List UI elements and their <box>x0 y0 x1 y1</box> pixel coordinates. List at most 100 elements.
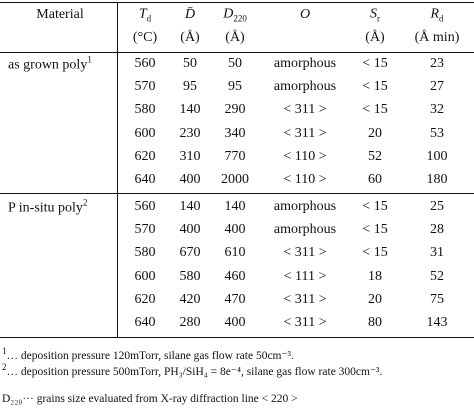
footnote-marker: D₂₂₀ <box>2 393 23 405</box>
cell: 640 <box>134 315 156 330</box>
cell: 31 <box>430 245 444 261</box>
group-note: 1 <box>87 54 92 65</box>
cell: 620 <box>134 148 156 164</box>
cell: amorphous <box>273 222 337 238</box>
cell: 75 <box>430 291 444 307</box>
cell: < 311 > <box>283 102 327 118</box>
cell: 560 <box>134 199 156 214</box>
cell: amorphous <box>273 199 337 214</box>
header-cell: Material <box>36 7 83 23</box>
footnote: 1… deposition pressure 120mTorr, silane … <box>2 343 470 364</box>
cell: 23 <box>430 56 444 71</box>
cell: 400 <box>224 315 246 330</box>
cell: 570 <box>134 222 156 238</box>
cell: 53 <box>430 125 444 141</box>
cell: < 311 > <box>283 125 327 141</box>
rule <box>0 337 474 338</box>
header-cell: Td <box>139 7 151 24</box>
cell: < 15 <box>362 199 388 214</box>
group-label: P in-situ poly2 <box>8 198 87 217</box>
cell: 600 <box>134 125 156 141</box>
cell: 50 <box>228 56 242 71</box>
cell: 28 <box>430 222 444 238</box>
cell: < 15 <box>362 222 388 238</box>
cell: 460 <box>224 268 246 284</box>
footnote-text: … deposition pressure 120mTorr, silane g… <box>6 349 294 362</box>
cell: 32 <box>430 102 444 118</box>
cell: 470 <box>224 291 246 307</box>
cell: 580 <box>179 268 201 284</box>
header-symbol: R <box>430 6 440 22</box>
cell: 420 <box>179 291 201 307</box>
cell: 52 <box>430 268 444 284</box>
cell: < 15 <box>362 102 388 118</box>
cell: 230 <box>179 125 201 141</box>
cell: 670 <box>179 245 201 261</box>
cell: 280 <box>179 315 201 330</box>
cell: 143 <box>426 315 448 330</box>
header-symbol: S <box>370 6 377 22</box>
cell: < 15 <box>362 56 388 71</box>
header-cell: D220 <box>223 7 247 24</box>
header-cell: Rd <box>430 7 443 24</box>
group-note: 2 <box>82 197 88 208</box>
header-cell: O <box>300 7 310 23</box>
cell: 18 <box>368 268 382 284</box>
header-symbol: D̄ <box>184 7 196 22</box>
cell: 400 <box>179 222 201 238</box>
cell: 580 <box>134 102 156 118</box>
cell: 140 <box>224 199 246 214</box>
cell: 95 <box>228 79 242 95</box>
footnote-marker: 2 <box>2 362 7 372</box>
cell: 95 <box>183 79 197 95</box>
footnote-text: ··· grains size evaluated from X-ray dif… <box>22 393 298 405</box>
cell: 27 <box>430 79 444 95</box>
header-symbol: D <box>223 6 234 22</box>
footnote-text: … deposition pressure 500mTorr, PH₃/SiH₄… <box>6 365 383 378</box>
cell: < 111 > <box>283 268 327 284</box>
header-subscript: r <box>377 13 380 24</box>
footnote: 2… deposition pressure 500mTorr, PH₃/SiH… <box>2 359 470 380</box>
cell: < 311 > <box>283 315 327 330</box>
cell: < 110 > <box>283 148 327 164</box>
header-cell: D̄ <box>185 7 195 23</box>
header-unit: (Å) <box>180 30 200 45</box>
cell: 25 <box>430 199 444 214</box>
cell: 2000 <box>221 172 249 187</box>
footnote-marker: 1 <box>2 346 7 356</box>
group-name: as grown poly <box>8 57 88 73</box>
cell: 610 <box>224 245 246 261</box>
rule <box>0 52 474 53</box>
cell: 140 <box>179 102 201 118</box>
cell: < 110 > <box>283 172 327 187</box>
cell: 180 <box>426 172 448 187</box>
cell: 580 <box>134 245 156 261</box>
cell: 50 <box>183 56 197 71</box>
header-unit: (Å min) <box>414 30 460 45</box>
header-cell: Sr <box>370 7 380 24</box>
cell: 600 <box>134 268 156 284</box>
cell: 560 <box>134 56 156 71</box>
cell: 20 <box>368 291 382 307</box>
cell: 340 <box>224 125 246 141</box>
header-unit: (Å) <box>365 30 385 45</box>
cell: 770 <box>224 148 246 164</box>
header-subscript: d <box>146 13 152 24</box>
header-unit: (°C) <box>132 30 158 45</box>
column-rule <box>117 2 118 337</box>
cell: 400 <box>224 222 246 238</box>
cell: 140 <box>179 199 201 214</box>
header-subscript: d <box>439 13 444 24</box>
cell: 620 <box>134 291 156 307</box>
cell: 290 <box>224 102 246 118</box>
cell: 20 <box>368 125 382 141</box>
header-symbol: O <box>299 7 311 22</box>
group-name: P in-situ poly <box>8 200 83 216</box>
cell: < 15 <box>362 245 388 261</box>
header-unit: (Å) <box>225 30 245 45</box>
cell: < 15 <box>362 79 388 95</box>
cell: 52 <box>368 148 382 164</box>
cell: < 311 > <box>283 245 327 261</box>
cell: 80 <box>368 315 382 330</box>
